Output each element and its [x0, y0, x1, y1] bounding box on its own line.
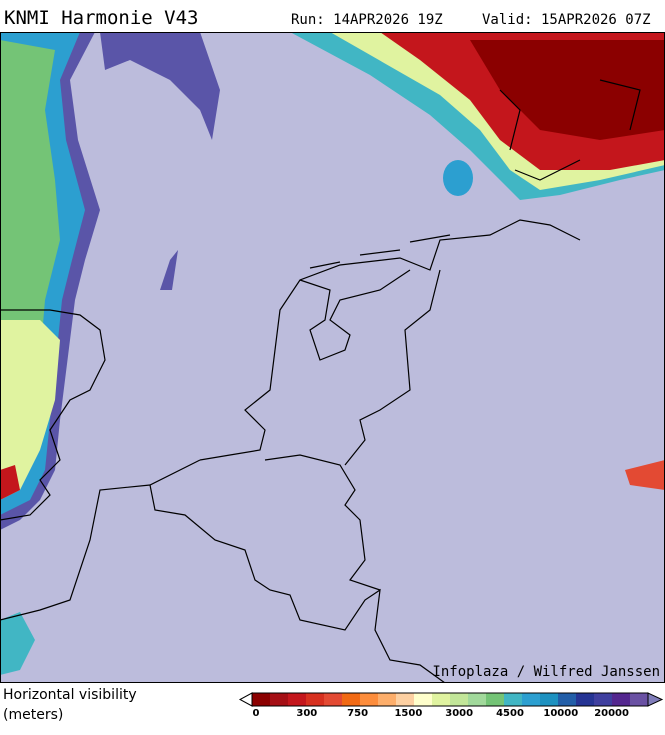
fog-field [100, 32, 220, 140]
colorbar-swatch [504, 693, 523, 706]
colorbar-swatch [342, 693, 361, 706]
legend-label: Horizontal visibility [3, 687, 137, 703]
colorbar-tick-label: 300 [296, 708, 317, 719]
credit: Infoplaza / Wilfred Janssen [432, 664, 660, 680]
legend-label: (meters) [3, 707, 63, 723]
colorbar-swatch [432, 693, 451, 706]
colorbar-swatch [630, 693, 649, 706]
fog-field [160, 250, 178, 290]
colorbar-tick-label: 750 [347, 708, 368, 719]
colorbar-swatch [522, 693, 541, 706]
colorbar-swatch [360, 693, 379, 706]
colorbar: 0 300 750 1500 3000 4500 10000 20000 [238, 692, 664, 719]
colorbar-swatch [540, 693, 559, 706]
colorbar-swatch [576, 693, 595, 706]
fog-field [470, 40, 665, 140]
colorbar-swatch [594, 693, 613, 706]
run-time: Run: 14APR2026 19Z [291, 12, 443, 28]
colorbar-swatch [450, 693, 469, 706]
colorbar-swatch [558, 693, 577, 706]
colorbar-tick-label: 3000 [445, 708, 473, 719]
colorbar-tick-label: 20000 [594, 708, 629, 719]
colorbar-end [238, 692, 253, 707]
colorbar-swatch [324, 693, 343, 706]
colorbar-tick-label: 10000 [543, 708, 578, 719]
colorbar-swatch [486, 693, 505, 706]
colorbar-tick-label: 0 [253, 708, 260, 719]
valid-time: Valid: 15APR2026 07Z [482, 12, 651, 28]
fog-field [0, 612, 35, 675]
colorbar-swatch [414, 693, 433, 706]
fog-field [443, 160, 473, 196]
colorbar-swatch [288, 693, 307, 706]
colorbar-frame [251, 692, 649, 707]
colorbar-tick-label: 4500 [496, 708, 524, 719]
colorbar-swatch [270, 693, 289, 706]
fog-field [0, 320, 60, 500]
title: KNMI Harmonie V43 [4, 7, 198, 29]
coastlines [0, 79, 641, 683]
colorbar-swatch [306, 693, 325, 706]
map-area: Infoplaza / Wilfred Janssen [0, 32, 665, 683]
colorbar-end [647, 692, 664, 707]
colorbar-tick-label: 1500 [394, 708, 422, 719]
fog-field [0, 465, 20, 500]
colorbar-swatch [468, 693, 487, 706]
colorbar-swatch [378, 693, 397, 706]
colorbar-swatch [612, 693, 631, 706]
fog-field [625, 460, 665, 490]
colorbar-swatch [396, 693, 415, 706]
colorbar-swatch [252, 693, 271, 706]
